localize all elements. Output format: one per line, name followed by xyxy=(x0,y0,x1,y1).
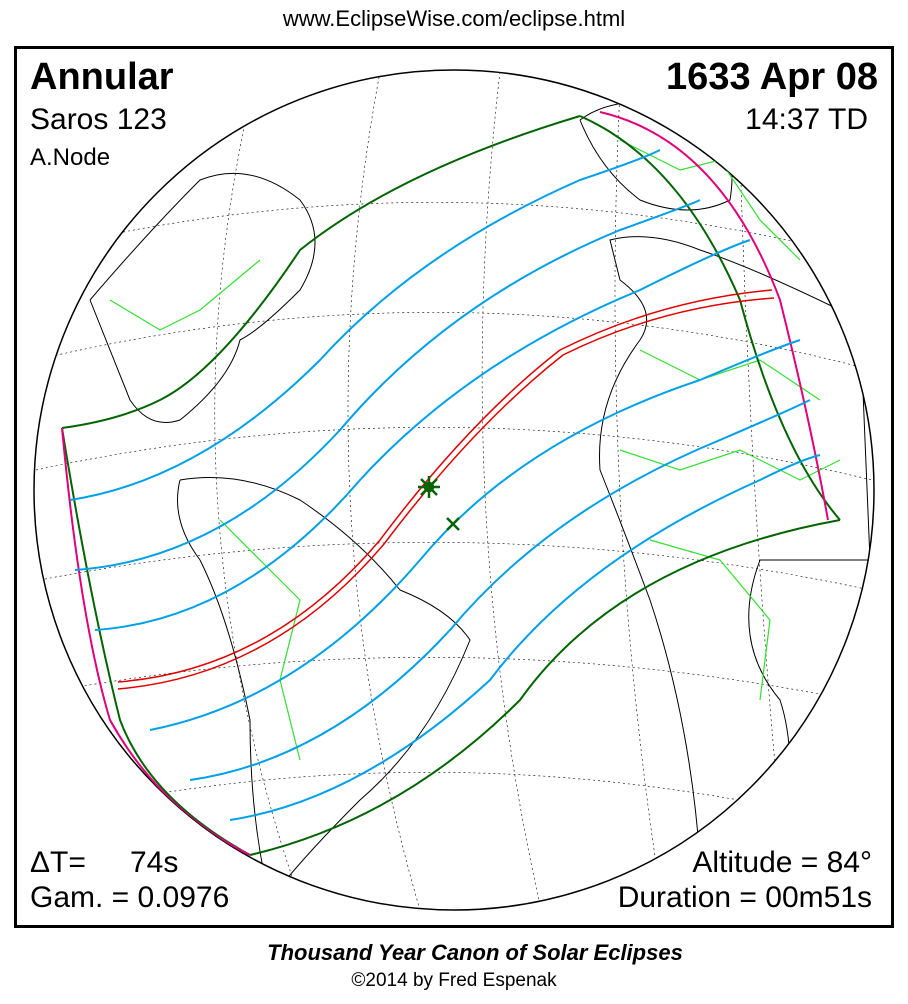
footer-title: Thousand Year Canon of Solar Eclipses xyxy=(267,940,683,965)
graticule xyxy=(35,71,873,910)
saros: Saros 123 xyxy=(30,103,167,136)
altitude: Altitude = 84° xyxy=(692,846,872,879)
political-borders xyxy=(109,139,841,761)
partial-lines xyxy=(69,149,821,821)
western-rise-set-curve xyxy=(61,427,251,856)
central-path xyxy=(117,289,775,690)
gamma: Gam. = 0.0976 xyxy=(30,881,230,914)
eclipse-type: Annular xyxy=(30,56,174,98)
sub-solar-point-marker xyxy=(446,517,460,531)
northern-penumbral-limit xyxy=(61,115,581,429)
node: A.Node xyxy=(30,144,111,171)
eclipse-date: 1633 Apr 08 xyxy=(666,56,878,98)
eclipse-time: 14:37 TD xyxy=(745,103,868,136)
southern-penumbral-limit xyxy=(249,519,841,856)
footer-copyright: ©2014 by Fred Espenak xyxy=(351,970,557,991)
delta-t-label: ΔT= xyxy=(30,846,86,879)
globe-outline xyxy=(33,69,875,911)
western-magenta-curve xyxy=(61,427,251,856)
header-url: www.EclipseWise.com/eclipse.html xyxy=(282,6,626,31)
eastern-magenta-curve xyxy=(599,111,829,521)
eastern-rise-set-curve xyxy=(579,115,841,521)
map-frame xyxy=(14,46,894,928)
greatest-eclipse-marker xyxy=(418,476,440,498)
eclipse-paths xyxy=(61,111,841,856)
duration: Duration = 00m51s xyxy=(617,881,872,914)
delta-t-value: 74s xyxy=(130,846,179,879)
